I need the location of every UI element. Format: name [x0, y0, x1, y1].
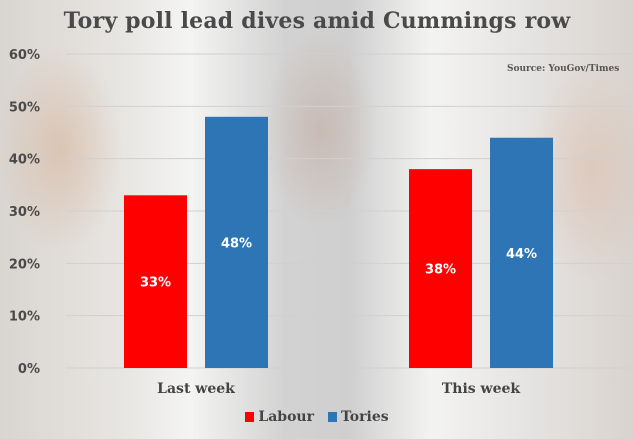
y-tick-label: 20% [9, 257, 40, 272]
x-category-label: Last week [157, 381, 235, 397]
y-tick-label: 0% [18, 362, 40, 377]
y-tick-label: 40% [9, 153, 40, 168]
y-tick-label: 30% [9, 205, 40, 220]
legend-item-labour: Labour [245, 409, 314, 425]
legend: Labour Tories [0, 409, 634, 425]
data-label: 44% [506, 247, 537, 262]
bar-labour-1 [409, 169, 472, 368]
data-label: 38% [425, 263, 456, 278]
bar-tories-1 [490, 137, 553, 368]
y-tick-label: 60% [9, 48, 40, 63]
data-label: 33% [140, 276, 171, 291]
data-label: 48% [221, 236, 252, 251]
y-tick-label: 50% [9, 100, 40, 115]
legend-item-tories: Tories [327, 409, 389, 425]
y-axis: 0% 10% 20% 30% 40% 50% 60% [9, 48, 40, 377]
chart-title: Tory poll lead dives amid Cummings row [63, 8, 571, 34]
legend-swatch-labour [245, 412, 255, 422]
legend-label-labour: Labour [258, 409, 314, 425]
source-note: Source: YouGov/Times [507, 64, 620, 74]
x-category-label: This week [442, 381, 521, 397]
bars: 33% 48% 38% 44% [124, 116, 553, 368]
legend-swatch-tories [327, 412, 337, 422]
bar-tories-0 [205, 116, 268, 368]
x-axis: Last week This week [157, 381, 520, 397]
legend-label-tories: Tories [340, 409, 389, 425]
bar-labour-0 [124, 195, 187, 368]
y-tick-label: 10% [9, 310, 40, 325]
